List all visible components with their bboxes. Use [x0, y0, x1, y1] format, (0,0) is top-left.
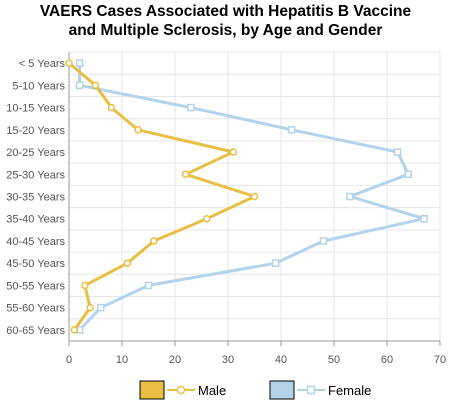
x-tick-label: 60: [381, 354, 393, 366]
legend-swatch-male: [139, 380, 165, 400]
data-point-female: [404, 170, 412, 179]
y-tick-label: < 5 Years: [19, 58, 66, 70]
data-point-female: [420, 214, 428, 223]
x-tick-label: 0: [66, 354, 72, 366]
x-tick-label: 10: [116, 354, 128, 366]
data-point-male: [181, 170, 190, 179]
x-tick-label: 70: [434, 354, 446, 366]
y-tick-label: 55-60 Years: [6, 303, 65, 315]
y-tick-label: 15-20 Years: [6, 125, 65, 137]
data-point-male: [134, 126, 142, 134]
chart-title-line-2: and Multiple Sclerosis, by Age and Gende…: [68, 22, 383, 39]
data-point-male: [86, 303, 94, 312]
data-point-female: [319, 237, 328, 245]
y-tick-label: 50-55 Years: [6, 280, 65, 292]
y-tick-label: 30-35 Years: [6, 192, 65, 204]
data-point-female: [287, 126, 296, 134]
legend: Male Female: [139, 380, 371, 400]
data-point-female: [97, 303, 105, 312]
data-point-male: [81, 281, 89, 290]
data-point-male: [250, 192, 259, 201]
y-tick-label: 35-40 Years: [6, 214, 65, 226]
data-point-female: [271, 259, 280, 267]
data-point-male: [123, 259, 132, 267]
series-group: [65, 59, 428, 334]
data-point-female: [75, 59, 84, 67]
y-tick-label: 10-15 Years: [6, 103, 65, 115]
data-point-male: [229, 148, 238, 156]
data-point-male: [107, 103, 116, 112]
data-point-male: [65, 59, 73, 67]
x-tick-label: 50: [328, 354, 340, 366]
legend-label-female: Female: [328, 383, 371, 398]
data-point-male: [203, 214, 211, 223]
legend-marker-female: [306, 385, 316, 395]
data-point-male: [91, 81, 100, 90]
y-tick-label: 20-25 Years: [6, 147, 65, 159]
data-point-female: [75, 81, 84, 90]
legend-swatch-female: [269, 380, 295, 400]
axes: [68, 52, 441, 346]
data-point-male: [150, 237, 158, 245]
legend-marker-male: [176, 385, 186, 395]
data-point-female: [393, 148, 402, 156]
x-tick-label: 20: [169, 354, 181, 366]
data-point-female: [187, 103, 195, 112]
legend-label-male: Male: [198, 383, 226, 398]
category-axis-labels: < 5 Years 5-10 Years 10-15 Years 15-20 Year…: [6, 58, 65, 337]
data-point-female: [346, 192, 354, 201]
y-tick-label: 45-50 Years: [6, 258, 65, 270]
x-tick-label: 30: [222, 354, 234, 366]
data-point-male: [70, 326, 79, 334]
y-tick-label: 5-10 Years: [12, 80, 65, 92]
y-tick-label: 25-30 Years: [6, 169, 65, 181]
chart-title: VAERS Cases Associated with Hepatitis B …: [0, 2, 451, 40]
y-tick-label: 60-65 Years: [6, 325, 65, 337]
y-tick-label: 40-45 Years: [6, 236, 65, 248]
x-tick-label: 40: [275, 354, 287, 366]
chart-title-line-1: VAERS Cases Associated with Hepatitis B …: [39, 3, 412, 20]
data-point-female: [144, 281, 153, 290]
value-axis-labels: 0 10 20 30 40 50 60 70: [66, 354, 446, 366]
